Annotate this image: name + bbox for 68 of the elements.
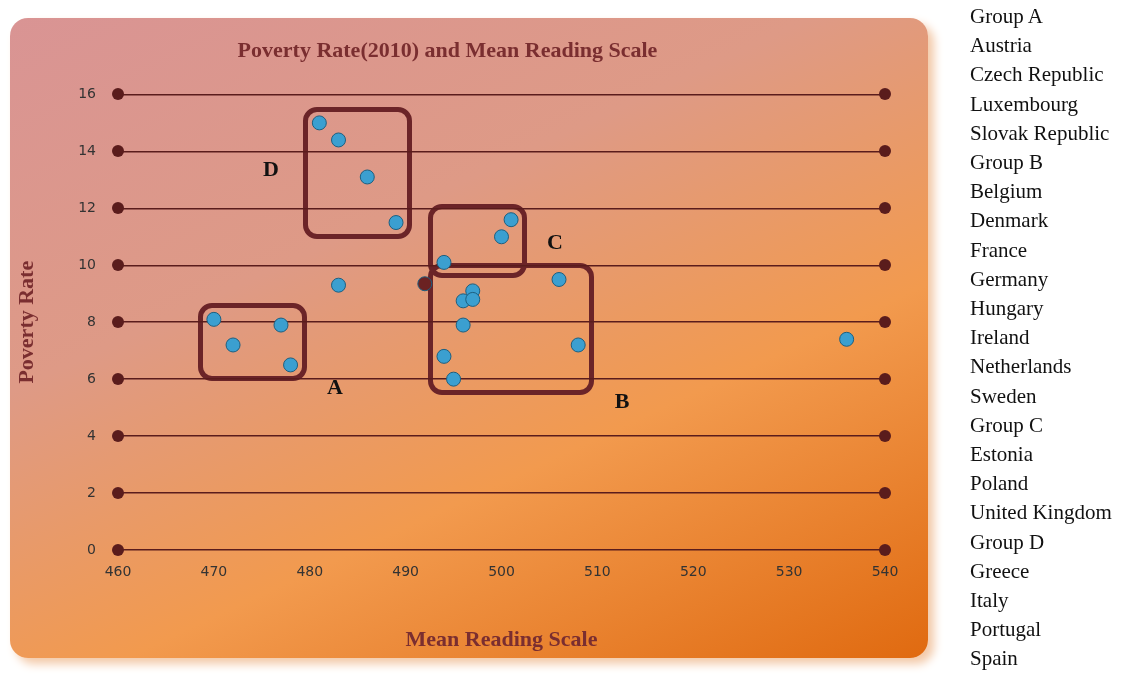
point: [331, 277, 347, 293]
y-tick-label: 6: [87, 369, 97, 386]
x-tick-label: 470: [200, 563, 228, 580]
y-tick-label: 2: [87, 483, 96, 500]
text: Germany: [970, 265, 1050, 293]
x-tick-label: 520: [679, 563, 707, 580]
text: Greece: [970, 557, 1031, 585]
x-tick-label: 540: [871, 563, 899, 580]
y-tick-label: 8: [87, 312, 96, 329]
x-tick-label: 500: [488, 563, 515, 580]
text: United Kingdom: [970, 499, 1113, 527]
y-tick-label: 4: [87, 426, 97, 443]
text: Group D: [970, 528, 1046, 556]
text: Sweden: [970, 382, 1038, 410]
text: Denmark: [970, 207, 1050, 235]
text: Group C: [970, 411, 1044, 439]
point: [436, 348, 452, 364]
annotation: B: [614, 388, 630, 414]
text: Ireland: [970, 324, 1031, 352]
y-tick-label: 0: [87, 540, 96, 557]
text: Belgium: [970, 178, 1044, 206]
point: [455, 317, 471, 333]
text: Luxembourg: [970, 90, 1080, 118]
y-tick-label: 14: [78, 141, 97, 158]
text: Hungary: [970, 295, 1045, 323]
y-axis-title: Poverty Rate: [12, 260, 38, 384]
y-tick-label: 16: [78, 85, 97, 102]
point: [551, 271, 567, 287]
point: [311, 115, 327, 131]
text: Estonia: [970, 441, 1034, 469]
point: [206, 311, 222, 327]
text: Italy: [970, 587, 1010, 615]
text: Slovak Republic: [970, 119, 1111, 147]
annotation: A: [327, 374, 343, 400]
y-tick-label: 12: [78, 198, 96, 215]
x-axis-title: Mean Reading Scale: [405, 626, 598, 652]
point: [503, 212, 519, 228]
text: Portugal: [970, 616, 1043, 644]
x-tick-label: 480: [296, 563, 324, 580]
point: [283, 357, 299, 373]
point: [839, 331, 855, 347]
x-tick-label: 530: [775, 563, 803, 580]
x-tick-label: 460: [104, 563, 132, 580]
point: [436, 254, 452, 270]
point: [359, 169, 375, 185]
text: France: [970, 236, 1029, 264]
annotation: C: [547, 228, 563, 255]
point: [331, 132, 347, 148]
x-tick-label: 490: [392, 563, 419, 580]
text: Austria: [970, 32, 1033, 60]
text: Spain: [970, 645, 1019, 673]
text: Netherlands: [970, 353, 1073, 381]
text: Group A: [970, 3, 1044, 30]
text: Poland: [970, 470, 1030, 498]
point: [417, 276, 433, 292]
text: Group B: [970, 149, 1044, 176]
point: [388, 215, 404, 231]
chart-title: Poverty Rate(2010) and Mean Reading Scale: [237, 36, 658, 62]
text: Czech Republic: [970, 61, 1105, 89]
point: [225, 337, 241, 353]
point: [446, 371, 462, 387]
x-tick-label: 510: [584, 563, 611, 580]
annotation: D: [263, 156, 279, 183]
point: [494, 229, 509, 245]
point: [570, 337, 586, 353]
point: [273, 317, 289, 333]
point: [465, 291, 481, 307]
y-tick-label: 10: [78, 255, 96, 272]
